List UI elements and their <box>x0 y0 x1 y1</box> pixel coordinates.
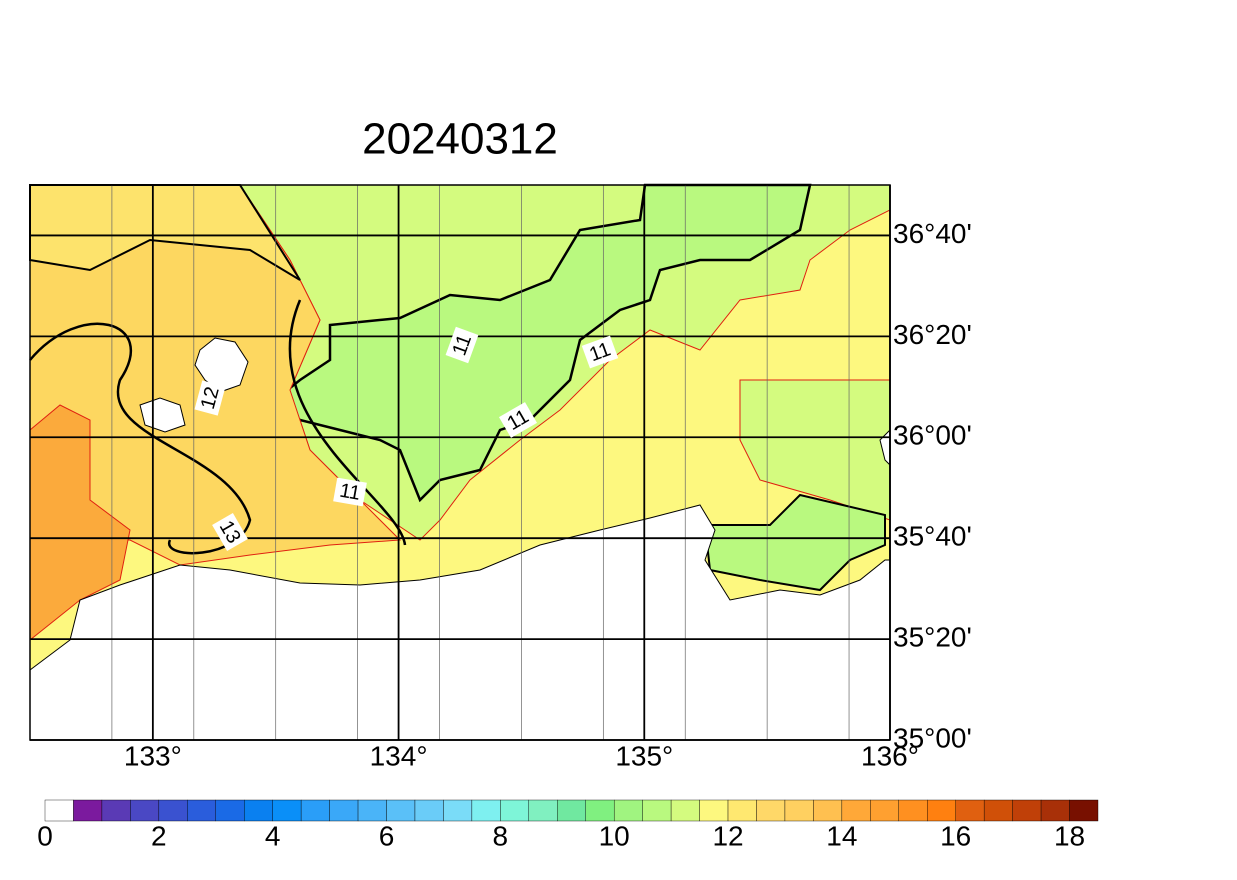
zone <box>703 493 886 592</box>
y-tick-label: 35°40' <box>893 521 972 552</box>
colorbar-box <box>1040 799 1070 822</box>
colorbar-box <box>727 799 757 822</box>
colorbar-tick-label: 6 <box>379 820 395 851</box>
zone <box>272 183 812 503</box>
colorbar-box <box>300 799 330 822</box>
contour-line <box>288 299 407 546</box>
contour-label-text: 11 <box>338 480 362 505</box>
colorbar-box <box>528 799 558 822</box>
colorbar-tick-label: 18 <box>1054 820 1085 851</box>
colorbar-box <box>557 799 586 822</box>
colorbar-tick-label: 4 <box>265 820 281 851</box>
colorbar-box <box>386 799 416 822</box>
colorbar-box <box>1069 799 1099 822</box>
colorbar-box <box>130 799 160 822</box>
contour-label-bg <box>445 326 479 364</box>
colorbar-box <box>215 799 245 822</box>
contour-label-bg <box>212 513 248 551</box>
colorbar-box <box>187 799 216 822</box>
y-tick-label: 36°00' <box>893 420 972 451</box>
map <box>29 183 891 741</box>
zone <box>29 404 131 642</box>
colorbar-box <box>927 799 956 822</box>
map-frame <box>29 184 891 741</box>
colorbar-box <box>357 799 387 822</box>
colorbar-box <box>244 799 273 822</box>
colorbar-box <box>613 799 643 822</box>
colorbar-box <box>784 799 814 822</box>
labels: 133° 134° 135° 136°35°00' 35°20' 35°40' 36°00'… <box>124 218 972 772</box>
colorbar-tick-label: 12 <box>712 820 743 851</box>
colorbar-box <box>471 799 501 822</box>
x-tick-label: 133° <box>124 740 182 771</box>
colorbar-box <box>585 799 615 822</box>
colorbar-box <box>756 799 786 822</box>
colorbar-box <box>443 799 473 822</box>
contour-line <box>29 322 252 555</box>
colorbar-box <box>898 799 928 822</box>
colorbar-box <box>272 799 302 822</box>
contour-label: 12 <box>194 380 226 416</box>
contour-label-bg <box>499 402 537 438</box>
colorbar-box <box>983 799 1013 822</box>
colorbar-box <box>329 799 359 822</box>
contour-label-bg <box>194 380 226 416</box>
colorbar-box <box>670 799 700 822</box>
colorbar-box <box>870 799 899 822</box>
x-tick-label: 135° <box>615 740 673 771</box>
colorbar-tick-label: 16 <box>940 820 971 851</box>
colorbar-box <box>813 799 843 822</box>
colorbar: 0 2 4 6 8 10 12 14 16 18 <box>37 799 1099 851</box>
x-tick-label: 136° <box>861 740 919 771</box>
contour-label: 11 <box>581 335 619 369</box>
y-tick-label: 35°00' <box>893 722 972 753</box>
contour-label: 11 <box>333 477 367 507</box>
colorbar-box <box>73 799 103 822</box>
y-tick-label: 36°20' <box>893 319 972 350</box>
colorbar-box <box>1012 799 1042 822</box>
colorbar-tick-label: 2 <box>151 820 167 851</box>
island <box>139 397 186 433</box>
colorbar-box <box>841 799 871 822</box>
colorbar-box <box>699 799 729 822</box>
colorbar-box <box>955 799 985 822</box>
title: 20240312 <box>362 115 558 164</box>
contour-label: 13 <box>212 513 248 551</box>
y-tick-label: 35°20' <box>893 621 972 652</box>
colorbar-box <box>414 799 444 822</box>
x-tick-label: 134° <box>370 740 428 771</box>
contour-label: 11 <box>445 326 479 364</box>
colorbar-tick-label: 8 <box>493 820 509 851</box>
land <box>29 504 891 741</box>
colorbar-box <box>44 799 74 822</box>
contour-label-bg <box>333 477 367 507</box>
colorbar-box <box>642 799 672 822</box>
y-tick-label: 36°40' <box>893 218 972 249</box>
zone <box>29 184 301 281</box>
contour-label-bg <box>581 335 619 369</box>
colorbar-tick-label: 0 <box>37 820 53 851</box>
island <box>194 337 249 393</box>
colorbar-box <box>158 799 188 822</box>
colorbar-box <box>500 799 530 822</box>
colorbar-tick-label: 14 <box>826 820 857 851</box>
colorbar-tick-label: 10 <box>599 820 630 851</box>
colorbar-box <box>101 799 131 822</box>
